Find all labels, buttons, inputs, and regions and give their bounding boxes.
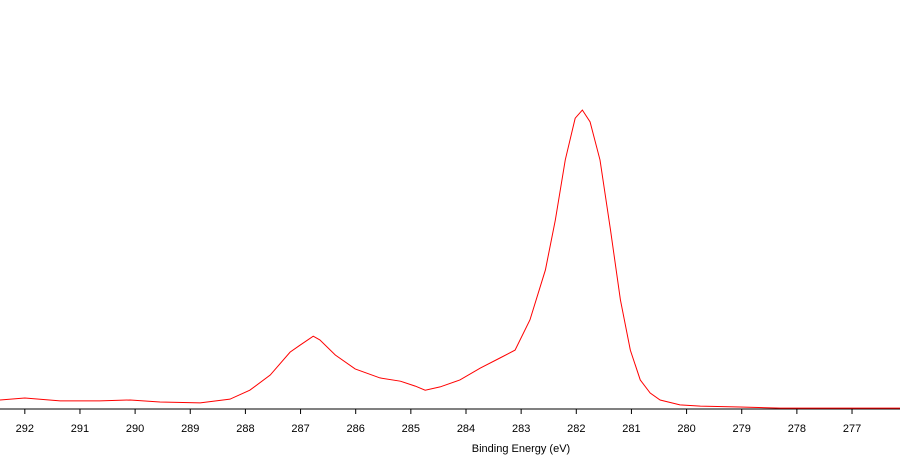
x-tick-label: 283 bbox=[512, 423, 530, 435]
x-tick-label: 288 bbox=[236, 423, 254, 435]
x-tick-label: 286 bbox=[347, 423, 365, 435]
x-tick-label: 285 bbox=[402, 423, 420, 435]
x-tick-label: 284 bbox=[457, 423, 475, 435]
x-tick-label: 280 bbox=[677, 423, 695, 435]
x-tick-label: 292 bbox=[16, 423, 34, 435]
spectrum-line bbox=[0, 109, 900, 409]
x-tick-label: 279 bbox=[733, 423, 751, 435]
x-tick-label: 277 bbox=[843, 423, 861, 435]
x-tick-label: 289 bbox=[181, 423, 199, 435]
x-tick-label: 290 bbox=[126, 423, 144, 435]
x-tick-label: 287 bbox=[291, 423, 309, 435]
x-tick-label: 281 bbox=[622, 423, 640, 435]
x-axis-label: Binding Energy (eV) bbox=[472, 443, 570, 455]
x-tick-label: 278 bbox=[788, 423, 806, 435]
x-tick-label: 291 bbox=[71, 423, 89, 435]
x-tick-label: 282 bbox=[567, 423, 585, 435]
